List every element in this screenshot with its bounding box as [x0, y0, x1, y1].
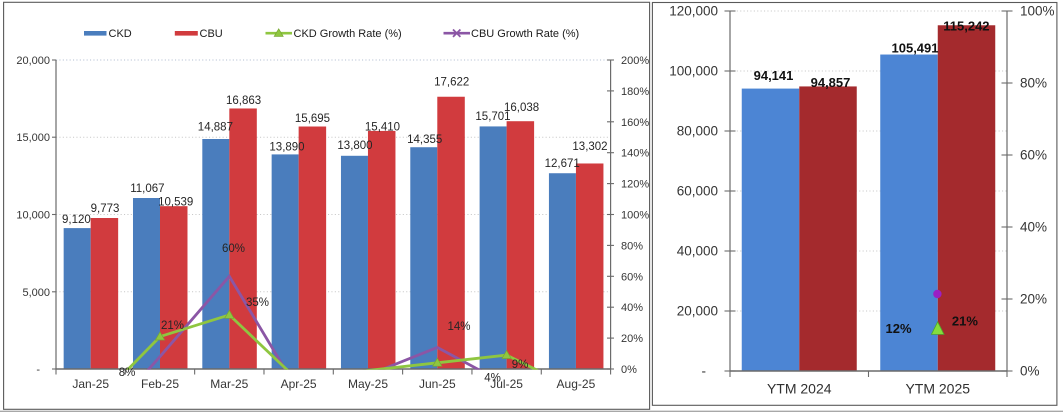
svg-text:15,000: 15,000 [16, 132, 50, 144]
svg-text:13,800: 13,800 [337, 140, 372, 152]
svg-text:60%: 60% [1020, 148, 1047, 163]
svg-text:8%: 8% [119, 367, 136, 379]
svg-text:0%: 0% [1020, 364, 1040, 379]
svg-text:10,000: 10,000 [16, 210, 50, 222]
svg-text:CKD: CKD [109, 28, 132, 40]
svg-text:20,000: 20,000 [16, 55, 50, 67]
svg-text:10,539: 10,539 [158, 197, 193, 209]
svg-text:-: - [702, 364, 707, 379]
svg-text:CBU: CBU [200, 28, 223, 40]
svg-text:60%: 60% [621, 271, 643, 283]
svg-text:100,000: 100,000 [669, 64, 718, 79]
svg-text:4%: 4% [484, 373, 501, 385]
svg-text:Aug-25: Aug-25 [557, 377, 596, 391]
svg-text:Feb-25: Feb-25 [141, 377, 179, 391]
svg-text:15,701: 15,701 [475, 111, 510, 123]
svg-text:16,038: 16,038 [504, 102, 539, 114]
svg-text:21%: 21% [161, 320, 184, 332]
svg-text:180%: 180% [621, 86, 649, 98]
svg-text:11,067: 11,067 [130, 183, 164, 195]
svg-text:15,695: 15,695 [295, 113, 330, 125]
svg-text:100%: 100% [621, 210, 649, 222]
svg-text:14%: 14% [447, 321, 470, 333]
svg-text:40%: 40% [621, 302, 643, 314]
svg-text:60,000: 60,000 [677, 184, 718, 199]
svg-text:80%: 80% [621, 240, 643, 252]
svg-text:20%: 20% [621, 333, 643, 345]
svg-text:12,671: 12,671 [545, 158, 580, 170]
svg-text:94,141: 94,141 [754, 68, 794, 83]
svg-text:40,000: 40,000 [677, 244, 718, 259]
svg-text:40%: 40% [1020, 220, 1047, 235]
svg-text:9,773: 9,773 [91, 203, 120, 215]
svg-text:16,863: 16,863 [226, 95, 261, 107]
svg-text:13,890: 13,890 [269, 142, 304, 154]
svg-text:5,000: 5,000 [22, 287, 50, 299]
svg-text:120%: 120% [621, 179, 649, 191]
svg-text:Jun-25: Jun-25 [419, 377, 456, 391]
svg-text:-: - [36, 364, 40, 376]
svg-text:94,857: 94,857 [811, 75, 851, 90]
svg-text:120,000: 120,000 [669, 4, 718, 19]
svg-text:CBU Growth Rate (%): CBU Growth Rate (%) [471, 28, 579, 40]
svg-text:May-25: May-25 [348, 377, 388, 391]
svg-text:9%: 9% [512, 359, 529, 371]
svg-text:140%: 140% [621, 148, 649, 160]
svg-text:Mar-25: Mar-25 [210, 377, 248, 391]
svg-text:100%: 100% [1020, 4, 1055, 19]
svg-text:15,410: 15,410 [365, 122, 400, 134]
svg-text:160%: 160% [621, 117, 649, 129]
svg-text:9,120: 9,120 [62, 214, 91, 226]
svg-text:Jul-25: Jul-25 [490, 377, 523, 391]
svg-text:14,887: 14,887 [198, 122, 233, 134]
svg-text:35%: 35% [246, 297, 269, 309]
svg-text:115,242: 115,242 [943, 18, 989, 33]
svg-text:Apr-25: Apr-25 [281, 377, 317, 391]
svg-text:105,491: 105,491 [892, 41, 939, 56]
svg-text:12%: 12% [885, 321, 911, 336]
svg-text:13,302: 13,302 [572, 141, 607, 153]
svg-text:20,000: 20,000 [677, 304, 718, 319]
svg-text:YTM 2024: YTM 2024 [767, 381, 832, 397]
svg-text:200%: 200% [621, 55, 649, 67]
svg-text:14,355: 14,355 [407, 134, 442, 146]
svg-text:0%: 0% [621, 364, 637, 376]
svg-text:Jan-25: Jan-25 [72, 377, 109, 391]
svg-text:80,000: 80,000 [677, 124, 718, 139]
svg-text:17,622: 17,622 [434, 77, 469, 89]
svg-text:YTM 2025: YTM 2025 [905, 381, 970, 397]
svg-text:21%: 21% [952, 314, 978, 329]
svg-text:CKD Growth Rate (%): CKD Growth Rate (%) [294, 28, 402, 40]
svg-text:60%: 60% [222, 243, 245, 255]
svg-text:80%: 80% [1020, 76, 1047, 91]
svg-text:20%: 20% [1020, 292, 1047, 307]
